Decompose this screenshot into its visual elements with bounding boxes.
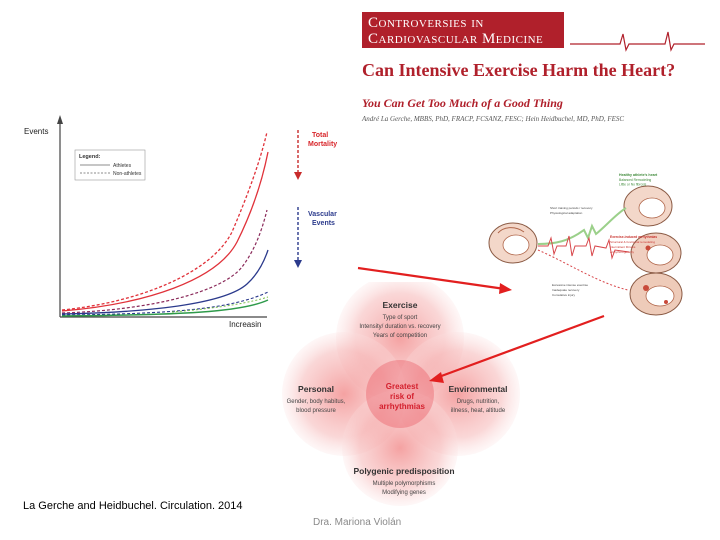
- down-arrow-total: [294, 130, 302, 180]
- down-arrow-vascular: [294, 207, 302, 268]
- green-curve-dashed: [171, 296, 269, 313]
- venn-center-line-1: Greatest: [386, 382, 419, 391]
- label-structural-remodeling: Structural & functional remodeling: [610, 240, 655, 244]
- y-axis-label: Events: [24, 127, 48, 136]
- venn-circle-genetic: [342, 390, 458, 506]
- total-mortality-curve-b: [61, 151, 269, 312]
- label-cumulative-injury: Cumulative injury: [552, 293, 576, 297]
- journal-banner-line1: Controversies in: [368, 15, 484, 31]
- label-inadequate-recovery: Inadequate recovery: [552, 288, 580, 292]
- legend-title: Legend:: [79, 154, 101, 160]
- vascular-curve-a: [61, 209, 268, 314]
- label-physiological: Physiological adaptation: [550, 211, 583, 215]
- venn-center: [366, 360, 434, 428]
- journal-banner-line2: Cardiovascular Medicine: [368, 31, 544, 47]
- venn-exercise-title: Exercise: [383, 300, 418, 310]
- citation: La Gerche and Heidbuchel. Circulation. 2…: [23, 500, 243, 512]
- pathway-bottom: [537, 249, 629, 291]
- venn-environmental-line-1: Drugs, nutrition,: [457, 399, 500, 405]
- pathway-red: [538, 235, 630, 260]
- venn-genetic-title: Polygenic predisposition: [353, 466, 454, 476]
- journal-banner: Controversies in Cardiovascular Medicine: [362, 12, 564, 48]
- footer-author: Dra. Mariona Violán: [313, 517, 402, 528]
- article-title: Can Intensive Exercise Harm the Heart?: [362, 60, 676, 80]
- heart-remodeling-figure: Healthy athlete's heart Balanced Remodel…: [488, 173, 683, 316]
- vascular-curve-c: [61, 291, 269, 316]
- y-axis-arrow: [57, 115, 63, 124]
- heart-left-icon: [488, 222, 538, 264]
- article-authors: André La Gerche, MBBS, PhD, FRACP, FCSAN…: [362, 115, 625, 123]
- legend-athletes: Athletes: [113, 163, 132, 169]
- venn-genetic-line-1: Multiple polymorphisms: [373, 481, 436, 487]
- venn-environmental-line-2: illness, heat, altitude: [451, 408, 506, 414]
- venn-exercise-line-2: Intensity/ duration vs. recovery: [359, 324, 440, 330]
- green-curve: [61, 299, 269, 317]
- label-events: Events: [312, 220, 335, 227]
- label-total: Total: [312, 132, 328, 139]
- venn-exercise-line-1: Type of sport: [383, 315, 418, 321]
- label-healthy-heart: Healthy athlete's heart: [619, 173, 658, 177]
- risk-graph: Events Increasin Legend: Athletes Non-at…: [24, 115, 337, 329]
- venn-personal-line-2: blood pressure: [296, 408, 336, 414]
- label-balanced-remodeling: Balanced Remodeling: [619, 178, 651, 182]
- heart-top-icon: [623, 185, 673, 227]
- label-excessive-exercise: Excessive intense exercise: [552, 283, 588, 287]
- arrhythmia-risk-venn: Exercise Type of sport Intensity/ durati…: [282, 282, 520, 506]
- label-mortality: Mortality: [308, 141, 337, 148]
- x-axis-label: Increasin: [229, 320, 261, 329]
- label-short-training: Short training periods / recovery: [550, 206, 593, 210]
- venn-personal-title: Personal: [298, 384, 334, 394]
- label-intermittent-fibrosis: Intermittent fibrosis: [610, 245, 636, 249]
- pathway-green: [537, 207, 627, 245]
- venn-exercise-line-3: Years of competition: [373, 333, 427, 339]
- label-exercise-arrhythmias: Exercise-induced arrhythmias: [610, 235, 657, 239]
- ecg-trace: [570, 31, 705, 52]
- venn-genetic-line-2: Modifying genes: [382, 490, 426, 496]
- venn-center-line-2: risk of: [390, 392, 414, 401]
- label-arrhythmogenicity: Arrhythmogenicity: [610, 250, 635, 254]
- venn-personal-line-1: Gender, body habitus,: [287, 399, 346, 405]
- label-no-fibrosis: Little or No fibrosis: [619, 183, 647, 187]
- article-subtitle: You Can Get Too Much of a Good Thing: [362, 96, 563, 110]
- vascular-curve-b: [61, 249, 269, 315]
- total-mortality-curve-a: [61, 131, 268, 311]
- label-vascular: Vascular: [308, 211, 337, 218]
- heart-bottom-icon: [629, 272, 683, 316]
- heart-middle-icon: [630, 232, 682, 274]
- legend-nonathletes: Non-athletes: [113, 171, 142, 177]
- venn-environmental-title: Environmental: [448, 384, 507, 394]
- venn-center-line-3: arrhythmias: [379, 402, 425, 411]
